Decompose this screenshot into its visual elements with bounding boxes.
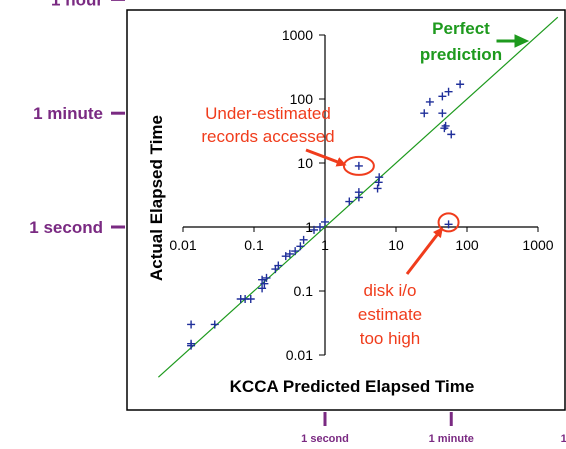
perfect-arrow-icon [496,34,530,48]
y-tick-label: 10 [297,155,313,171]
data-point [210,320,219,329]
x-tick-label: 1 [321,237,329,253]
data-point [187,341,196,350]
x-axis-title: KCCA Predicted Elapsed Time [230,377,475,396]
x-time-label: 1 second [301,433,349,445]
data-point [321,217,329,226]
data-point [187,320,196,329]
annotation-under-line2: records accessed [201,127,334,146]
data-point [258,284,267,293]
plot-frame [126,9,566,411]
data-point [299,235,308,244]
y-time-label: 1 minute [33,104,103,123]
data-point [260,279,269,288]
data-point [281,252,290,261]
y-tick-label: 100 [290,91,314,107]
annotation-disk-arrow [405,227,444,275]
data-point [246,294,255,303]
x-tick-label: 10 [388,237,404,253]
data-point [354,161,363,170]
data-point [375,173,384,182]
y-tick-label: 0.1 [294,283,314,299]
y-tick-label: 1 [305,219,313,235]
data-point [274,261,283,270]
annotation-disk-circle [437,212,460,233]
x-tick-label: 0.01 [169,237,196,253]
data-point [438,109,447,118]
data-point [285,249,294,258]
data-point [444,220,453,229]
data-point [310,225,319,234]
data-point [444,87,453,96]
annotation-disk-line1: disk i/o [364,281,417,300]
data-point [345,197,354,206]
data-point [447,130,456,139]
annotation-disk-line3: too high [360,329,421,348]
annotation-under-arrow [305,148,347,167]
annotations: Under-estimated records accessed disk i/o e… [201,104,460,348]
y-tick-label: 1000 [282,27,313,43]
data-point [438,92,447,101]
x-tick-label: 0.1 [244,237,264,253]
y-tick-label: 0.01 [286,347,313,363]
x-time-label: 1 hour [561,433,566,445]
data-point [291,247,300,256]
data-point [262,273,271,282]
data-points [187,80,465,350]
data-point [296,242,305,251]
data-point [441,121,450,130]
axes: 0.01 0.1 1 10 100 1000 0.01 0.1 1 10 100 1000 [169,27,553,363]
time-labels: 1 hour 1 minute 1 second 1 second 1 minute 1 … [29,0,566,445]
perfect-label-line1: Perfect [432,19,490,38]
y-time-label: 1 hour [51,0,103,9]
data-point [456,80,465,89]
data-point [420,109,429,118]
y-time-label: 1 second [29,218,103,237]
x-tick-label: 1000 [522,237,553,253]
data-point [354,193,363,202]
y-axis-title: Actual Elapsed Time [147,115,166,281]
annotation-disk-line2: estimate [358,305,422,324]
x-tick-label: 100 [455,237,479,253]
annotation-under-line1: Under-estimated [205,104,331,123]
data-point [425,97,434,106]
data-point [315,223,324,231]
data-point [373,184,382,193]
perfect-label-line2: prediction [420,45,502,64]
x-time-label: 1 minute [429,433,474,445]
